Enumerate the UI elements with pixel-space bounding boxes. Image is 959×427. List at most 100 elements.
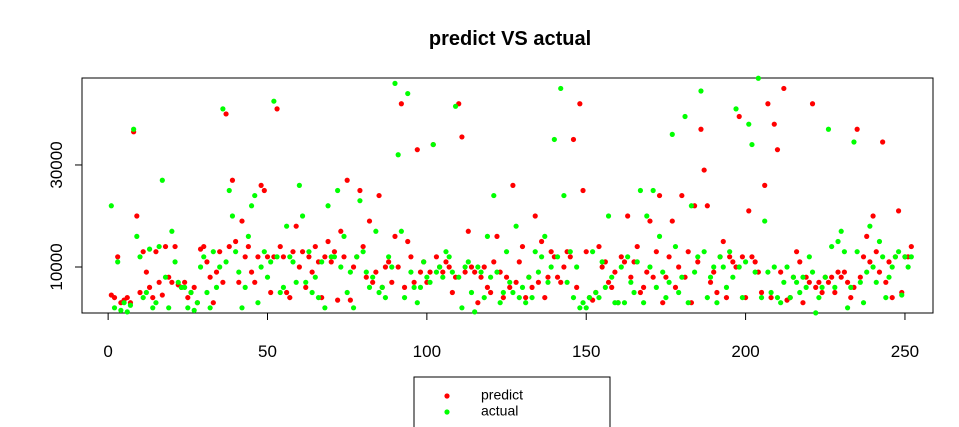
point (303, 284, 309, 290)
point (146, 284, 153, 290)
point (293, 223, 299, 229)
point (306, 254, 312, 260)
point (800, 300, 806, 306)
point (561, 264, 567, 270)
point (860, 254, 867, 260)
point (513, 279, 519, 285)
point (516, 294, 522, 301)
point (405, 90, 411, 97)
point (360, 249, 366, 255)
point (876, 238, 883, 245)
point (252, 279, 258, 285)
point (245, 243, 251, 250)
point (210, 249, 216, 255)
point (825, 126, 832, 132)
point (733, 106, 739, 112)
point (226, 243, 232, 250)
point (542, 233, 548, 239)
point (720, 238, 726, 245)
point (322, 254, 328, 260)
point (166, 305, 172, 311)
point (663, 294, 669, 301)
point (475, 300, 481, 306)
point (328, 259, 334, 265)
point (701, 167, 707, 173)
point (462, 269, 468, 275)
point (481, 294, 487, 301)
point (669, 131, 675, 137)
point (497, 300, 503, 306)
point (335, 187, 341, 194)
point (478, 274, 484, 280)
point (609, 274, 615, 280)
point (360, 243, 366, 250)
point (809, 269, 816, 275)
point (440, 274, 446, 280)
point (628, 274, 634, 280)
point (730, 274, 736, 280)
point (449, 269, 455, 275)
point (293, 279, 299, 285)
point (172, 259, 178, 265)
point (134, 213, 140, 219)
point (822, 274, 828, 280)
point (159, 177, 165, 183)
point (835, 238, 841, 245)
point (669, 218, 675, 224)
point (373, 269, 379, 275)
point (398, 101, 404, 107)
point (491, 259, 497, 265)
point (682, 113, 688, 120)
point (596, 294, 602, 301)
point (411, 279, 417, 285)
point (427, 269, 433, 275)
point (558, 85, 564, 92)
point (182, 284, 188, 290)
point (201, 254, 207, 260)
point (752, 259, 758, 265)
point (605, 213, 612, 219)
point (797, 259, 803, 265)
point (140, 249, 146, 255)
point (625, 254, 631, 260)
point (290, 259, 296, 265)
point (835, 269, 841, 275)
point (634, 259, 640, 265)
point (653, 284, 659, 290)
point (650, 187, 656, 194)
point (481, 264, 487, 270)
point (220, 106, 226, 112)
point (366, 284, 373, 290)
point (539, 254, 545, 260)
point (373, 228, 379, 234)
point (535, 269, 542, 275)
point (679, 192, 685, 199)
point (532, 249, 538, 255)
point (437, 264, 443, 270)
point (564, 279, 570, 285)
point (539, 238, 545, 245)
point (322, 305, 328, 311)
point (277, 289, 283, 296)
point (908, 243, 914, 250)
point (685, 249, 691, 255)
point (711, 264, 717, 270)
point (599, 264, 605, 270)
point (644, 269, 650, 275)
point (602, 284, 608, 290)
point (296, 264, 302, 270)
point (746, 121, 752, 127)
point (252, 192, 258, 199)
point (755, 75, 761, 81)
point (656, 192, 663, 199)
point (586, 294, 593, 301)
point (551, 136, 557, 143)
point (813, 284, 819, 290)
point (350, 264, 357, 270)
point (242, 284, 248, 290)
point (363, 274, 369, 280)
point (698, 126, 704, 132)
point (347, 297, 353, 303)
point (233, 238, 239, 245)
point (115, 254, 121, 260)
